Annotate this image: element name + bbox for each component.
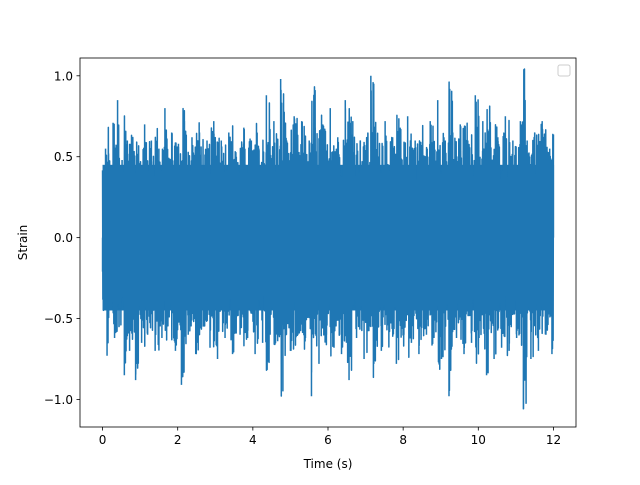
axes-layer: 0 2 4 6 8 10 12 −1.0 −0.5 0.0 0.5 1.0 [44, 69, 561, 447]
x-tick-label: 10 [471, 433, 486, 447]
y-tick-label: −0.5 [44, 312, 73, 326]
x-tick-label: 6 [324, 433, 332, 447]
legend-box [557, 64, 571, 77]
series-layer [101, 68, 555, 410]
x-tick-label: 4 [249, 433, 257, 447]
x-tick-label: 12 [546, 433, 561, 447]
x-tick-label: 2 [174, 433, 182, 447]
y-tick-label: 1.0 [54, 69, 73, 83]
y-axis-label: Strain [16, 225, 30, 261]
y-tick-label: −1.0 [44, 393, 73, 407]
strain-series-line [101, 68, 555, 410]
y-tick-label: 0.0 [54, 231, 73, 245]
x-axis-label: Time (s) [303, 457, 353, 471]
x-tick-label: 0 [99, 433, 107, 447]
x-tick-label: 8 [399, 433, 407, 447]
y-tick-label: 0.5 [54, 150, 73, 164]
plot-frame [79, 57, 577, 428]
